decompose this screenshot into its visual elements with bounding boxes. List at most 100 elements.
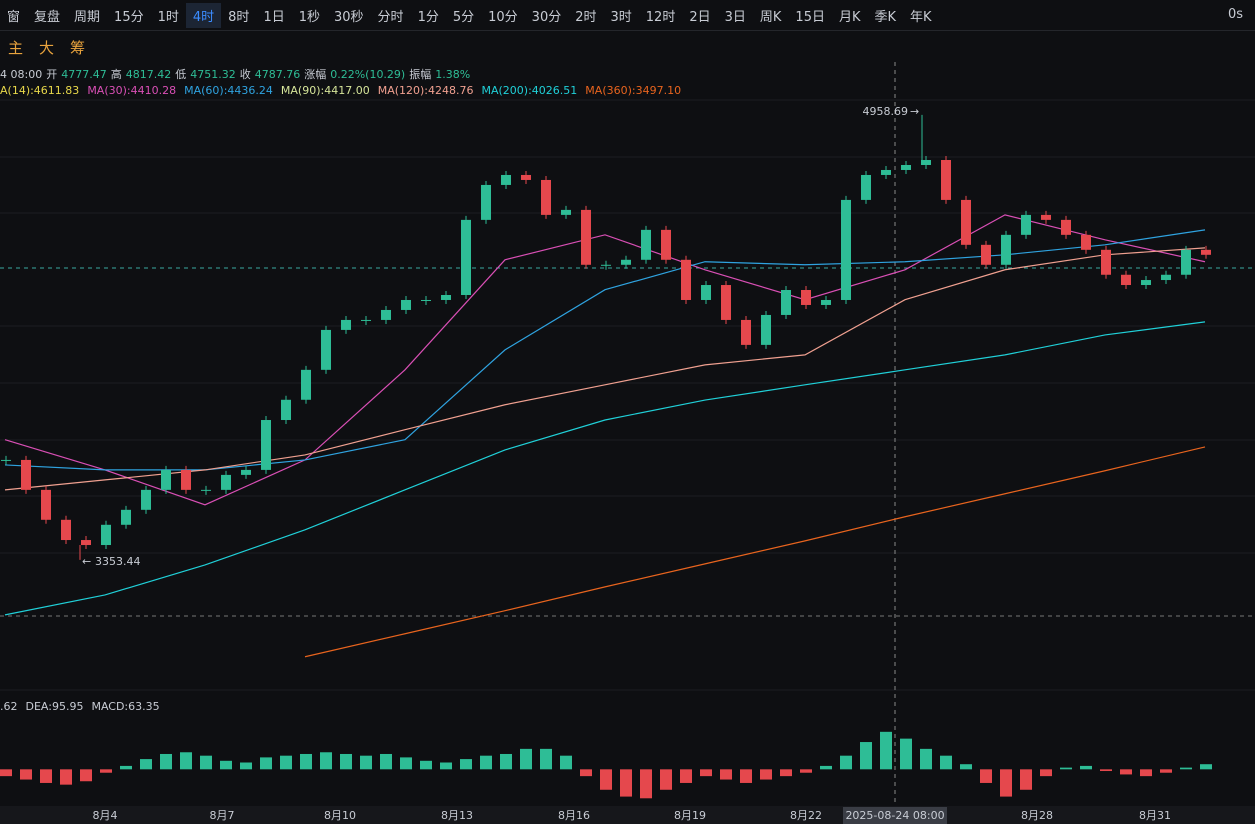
period-button[interactable]: 15日 bbox=[795, 9, 825, 25]
macd-bar bbox=[40, 769, 52, 783]
macd-bar bbox=[280, 755, 292, 770]
ma-legend-item: MA(30):4410.28 bbox=[87, 84, 177, 97]
macd-bar bbox=[380, 753, 392, 770]
info-item: 4787.76 bbox=[254, 67, 301, 81]
period-button[interactable]: 8时 bbox=[228, 9, 250, 25]
period-button[interactable]: 1时 bbox=[157, 9, 179, 25]
tool-button[interactable]: 筹 bbox=[70, 38, 86, 57]
period-button[interactable]: 月K bbox=[838, 9, 861, 25]
tool-button[interactable]: 大 bbox=[39, 38, 55, 57]
period-button[interactable]: 分时 bbox=[377, 9, 404, 25]
macd-bar bbox=[460, 759, 472, 770]
info-item: 涨幅 bbox=[304, 68, 327, 81]
x-tick-label: 8月4 bbox=[93, 809, 118, 822]
low-label: 3353.44 bbox=[95, 555, 141, 568]
macd-bar bbox=[1180, 767, 1192, 770]
macd-bar bbox=[960, 764, 972, 770]
x-tick-label: 8月19 bbox=[674, 809, 706, 822]
candle-body bbox=[1121, 274, 1131, 286]
macd-bar bbox=[220, 760, 232, 770]
period-button[interactable]: 2时 bbox=[575, 9, 597, 25]
candle-body bbox=[441, 294, 451, 300]
period-button[interactable]: 1分 bbox=[417, 9, 439, 25]
macd-label: DEA:95.95 bbox=[26, 700, 84, 713]
x-tick-label: 8月22 bbox=[790, 809, 822, 822]
info-item: 4777.47 bbox=[61, 67, 107, 81]
period-button[interactable]: 30秒 bbox=[334, 9, 364, 25]
candle-body bbox=[681, 259, 691, 300]
macd-bar bbox=[1020, 769, 1032, 790]
macd-bar bbox=[160, 753, 172, 770]
info-item: 4 08:00 bbox=[0, 67, 43, 81]
macd-bar bbox=[700, 769, 712, 777]
ma-legend: A(14):4611.83 MA(30):4410.28 MA(60):4436.2… bbox=[0, 84, 689, 97]
period-button[interactable]: 12时 bbox=[645, 9, 676, 25]
period-button[interactable]: 1日 bbox=[263, 9, 285, 25]
tool-button[interactable]: 主 bbox=[8, 38, 24, 57]
candle-body bbox=[201, 489, 211, 491]
candle-body bbox=[121, 509, 131, 525]
x-tick-label: 8月7 bbox=[210, 809, 235, 822]
candle-body bbox=[761, 314, 771, 345]
period-button[interactable]: 1秒 bbox=[298, 9, 320, 25]
period-button[interactable]: 窗 bbox=[7, 9, 21, 25]
macd-bar bbox=[980, 769, 992, 783]
period-button[interactable]: 年K bbox=[910, 9, 932, 25]
candle-body bbox=[841, 199, 851, 300]
macd-bar bbox=[760, 769, 772, 780]
candle-body bbox=[381, 309, 391, 320]
grid bbox=[0, 99, 1255, 691]
period-button[interactable]: 3时 bbox=[610, 9, 632, 25]
period-button[interactable]: 2日 bbox=[689, 9, 711, 25]
candle-body bbox=[1001, 234, 1011, 265]
macd-bar bbox=[920, 748, 932, 770]
ma-legend-item: A(14):4611.83 bbox=[0, 84, 80, 97]
period-button[interactable]: 10分 bbox=[488, 9, 518, 25]
candle-body bbox=[281, 399, 291, 421]
candle-body bbox=[781, 290, 791, 315]
period-button[interactable]: 4时 bbox=[185, 2, 222, 28]
ma-legend-item: MA(200):4026.51 bbox=[481, 84, 578, 97]
info-item: 0.22%(10.29) bbox=[330, 67, 406, 81]
candle-body bbox=[461, 219, 471, 295]
period-button[interactable]: 5分 bbox=[452, 9, 475, 25]
macd-bar bbox=[100, 769, 112, 773]
macd-bar bbox=[300, 753, 312, 770]
macd-bar bbox=[320, 752, 332, 770]
candle-body bbox=[361, 319, 371, 321]
macd-bar bbox=[900, 738, 912, 770]
candle-body bbox=[1041, 214, 1051, 220]
timer: 0s bbox=[1227, 7, 1243, 22]
period-button[interactable]: 季K bbox=[874, 9, 897, 25]
candle-body bbox=[561, 209, 571, 215]
x-tick-label: 8月13 bbox=[441, 809, 473, 822]
period-button[interactable]: 复盘 bbox=[34, 9, 61, 25]
candle-body bbox=[21, 459, 31, 490]
candle-body bbox=[41, 489, 51, 520]
macd-bar bbox=[0, 769, 12, 777]
macd-bar bbox=[520, 748, 532, 770]
candle-body bbox=[321, 329, 331, 370]
macd-bar bbox=[1140, 769, 1152, 777]
period-button[interactable]: 周期 bbox=[74, 9, 101, 25]
macd-bar bbox=[540, 748, 552, 770]
macd-bar bbox=[1060, 767, 1072, 770]
candle-body bbox=[741, 319, 751, 345]
ma-line bbox=[304, 446, 1206, 658]
macd-bar bbox=[680, 769, 692, 783]
macd-bar bbox=[500, 753, 512, 770]
macd-bar bbox=[660, 769, 672, 790]
candle-body bbox=[721, 285, 731, 320]
macd-bar bbox=[200, 755, 212, 770]
ma-legend-item: MA(120):4248.76 bbox=[377, 84, 474, 97]
ma-line bbox=[4, 321, 1206, 616]
period-button[interactable]: 周K bbox=[759, 9, 782, 25]
period-button[interactable]: 15分 bbox=[114, 9, 144, 25]
macd-bar bbox=[60, 769, 72, 785]
candle-body bbox=[341, 319, 351, 330]
period-button[interactable]: 3日 bbox=[724, 9, 746, 25]
macd-bar bbox=[820, 765, 832, 770]
macd-bar bbox=[780, 769, 792, 777]
period-button[interactable]: 30分 bbox=[531, 9, 562, 25]
candle-body bbox=[1, 459, 11, 461]
